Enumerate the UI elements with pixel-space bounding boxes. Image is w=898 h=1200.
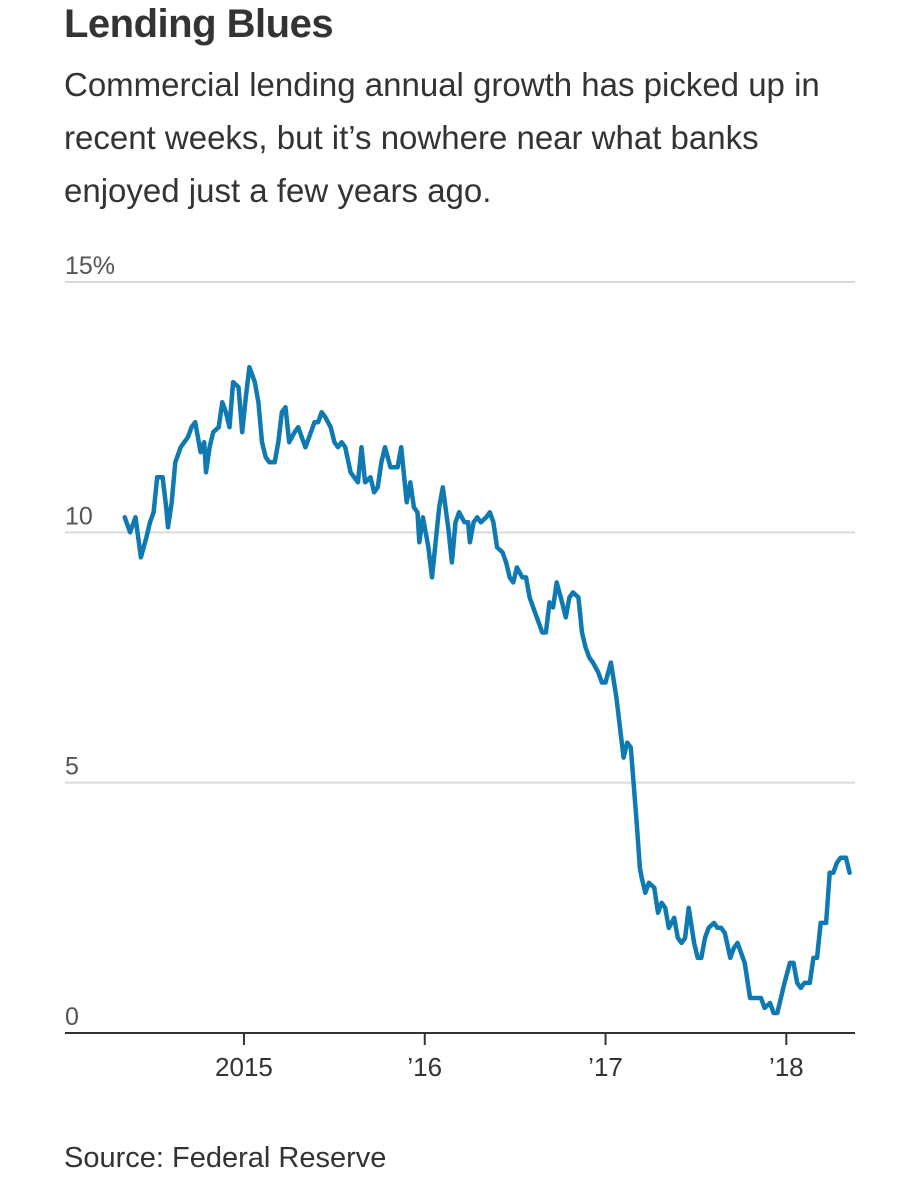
chart-subtitle: Commercial lending annual growth has pic… (64, 66, 820, 209)
x-tick-label: ’18 (769, 1052, 804, 1082)
x-tick-label: ’17 (588, 1052, 623, 1082)
source-note: Source: Federal Reserve (64, 1142, 387, 1174)
y-tick-label: 10 (65, 502, 93, 530)
x-tick-label: ’16 (407, 1052, 442, 1082)
chart-title: Lending Blues (64, 2, 334, 46)
y-tick-label: 0 (65, 1003, 79, 1031)
x-tick-label: 2015 (215, 1052, 273, 1082)
data-line (122, 364, 852, 1016)
y-tick-label: 15% (65, 252, 115, 280)
y-tick-label: 5 (65, 753, 79, 781)
